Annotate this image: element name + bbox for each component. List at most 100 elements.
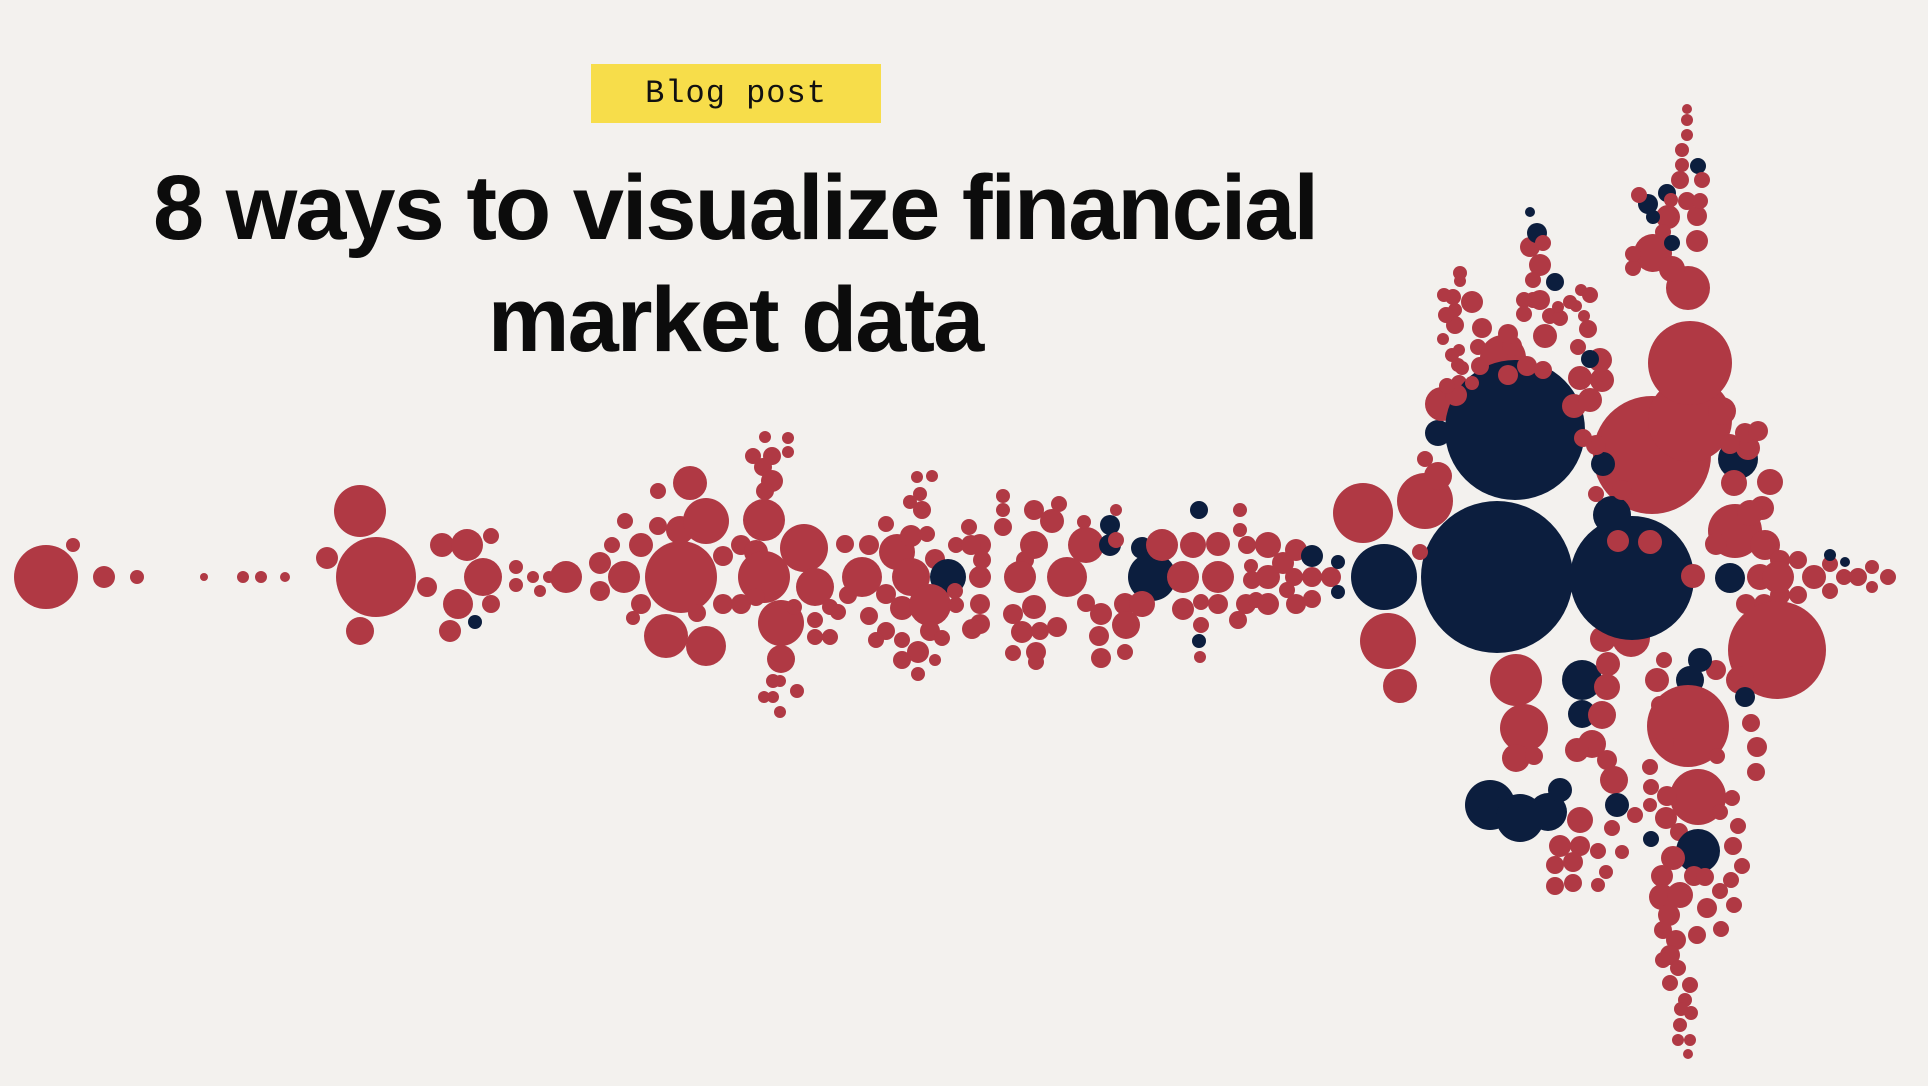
bubble-red <box>996 503 1010 517</box>
bubble-red <box>14 545 78 609</box>
bubble-red <box>1077 515 1091 529</box>
bubble-red <box>1709 748 1725 764</box>
bubble-navy <box>1643 831 1659 847</box>
bubble-red <box>1465 376 1479 390</box>
bubble-red <box>1146 529 1178 561</box>
bubble-red <box>255 571 267 583</box>
bubble-red <box>1724 790 1740 806</box>
bubble-red <box>790 684 804 698</box>
bubble-red <box>1657 786 1677 806</box>
bubble-red <box>1742 714 1760 732</box>
bubble-red <box>1590 843 1606 859</box>
bubble-red <box>1658 904 1680 926</box>
bubble-red <box>1574 429 1592 447</box>
bubble-red <box>1077 594 1095 612</box>
bubble-red <box>909 584 951 626</box>
bubble-red <box>1596 652 1620 676</box>
bubble-red <box>1579 320 1597 338</box>
bubble-navy <box>1581 350 1599 368</box>
bubble-navy <box>1421 501 1573 653</box>
bubble-red <box>1849 568 1867 586</box>
bubble-navy <box>1664 235 1680 251</box>
bubble-red <box>1229 611 1247 629</box>
bubble-red <box>1172 598 1194 620</box>
bubble-red <box>1003 604 1023 624</box>
bubble-red <box>1412 544 1428 560</box>
bubble-red <box>1880 569 1896 585</box>
bubble-red <box>483 528 499 544</box>
bubble-red <box>1822 556 1838 572</box>
bubble-red <box>1684 1034 1696 1046</box>
bubble-red <box>1438 307 1454 323</box>
bubble-navy <box>1529 793 1567 831</box>
bubble-red <box>1193 594 1209 610</box>
bubble-red <box>1662 975 1678 991</box>
bubble-red <box>1594 674 1620 700</box>
bubble-red <box>1654 921 1672 939</box>
bubble-red <box>1257 593 1279 615</box>
bubble-red <box>1696 868 1714 886</box>
bubble-red <box>822 629 838 645</box>
bubble-red <box>1721 470 1747 496</box>
bubble-navy <box>1715 563 1745 593</box>
bubble-red <box>644 614 688 658</box>
bubble-red <box>1089 626 1109 646</box>
bubble-red <box>1024 500 1044 520</box>
bubble-red <box>1022 595 1046 619</box>
bubble-red <box>1437 333 1449 345</box>
bubble-red <box>1672 1034 1684 1046</box>
bubble-red <box>346 617 374 645</box>
bubble-red <box>774 706 786 718</box>
bubble-red <box>1737 500 1763 526</box>
bubble-red <box>1726 666 1754 694</box>
bubble-red <box>1455 361 1469 375</box>
bubble-red <box>451 529 483 561</box>
bubble-red <box>1750 530 1780 560</box>
bubble-red <box>1333 483 1393 543</box>
bubble-red <box>1091 648 1111 668</box>
bubble-red <box>1020 531 1048 559</box>
bubble-red <box>430 533 454 557</box>
bubble-red <box>1712 804 1728 820</box>
bubble-red <box>1674 1002 1688 1016</box>
bubble-red <box>1865 560 1879 574</box>
bubble-red <box>1302 567 1322 587</box>
bubble-red <box>1675 143 1689 157</box>
bubble-red <box>1047 617 1067 637</box>
bubble-red <box>948 537 964 553</box>
bubble-red <box>1570 836 1590 856</box>
bubble-red <box>1498 365 1518 385</box>
bubble-navy <box>1591 452 1615 476</box>
bubble-red <box>1666 930 1686 950</box>
bubble-red <box>926 470 938 482</box>
bubble-red <box>1638 530 1662 554</box>
bubble-red <box>1529 254 1551 276</box>
bubble-red <box>796 568 834 606</box>
bubble-navy <box>1425 420 1451 446</box>
bubble-red <box>767 691 779 703</box>
bubble-red <box>1472 318 1492 338</box>
bubble-red <box>948 597 964 613</box>
bubble-red <box>962 619 982 639</box>
bubble-red <box>767 645 795 673</box>
bubble-red <box>550 561 582 593</box>
bubble-red <box>1627 807 1643 823</box>
bubble-red <box>1535 235 1551 251</box>
bubble-red <box>1303 590 1321 608</box>
bubble-red <box>1244 559 1258 573</box>
bubble-red <box>1607 530 1629 552</box>
bubble-red <box>1563 295 1577 309</box>
bubble-navy <box>1301 545 1323 567</box>
bubble-red <box>1612 480 1632 500</box>
blog-post-badge: Blog post <box>591 64 881 123</box>
bubble-red <box>66 538 80 552</box>
bubble-navy <box>1445 360 1585 500</box>
bubble-red <box>1683 1049 1693 1059</box>
bubble-red <box>1600 766 1628 794</box>
bubble-red <box>1424 462 1452 490</box>
bubble-red <box>1108 532 1124 548</box>
bubble-red <box>534 585 546 597</box>
bubble-red <box>1202 561 1234 593</box>
bubble-red <box>1659 256 1685 282</box>
bubble-red <box>836 535 854 553</box>
